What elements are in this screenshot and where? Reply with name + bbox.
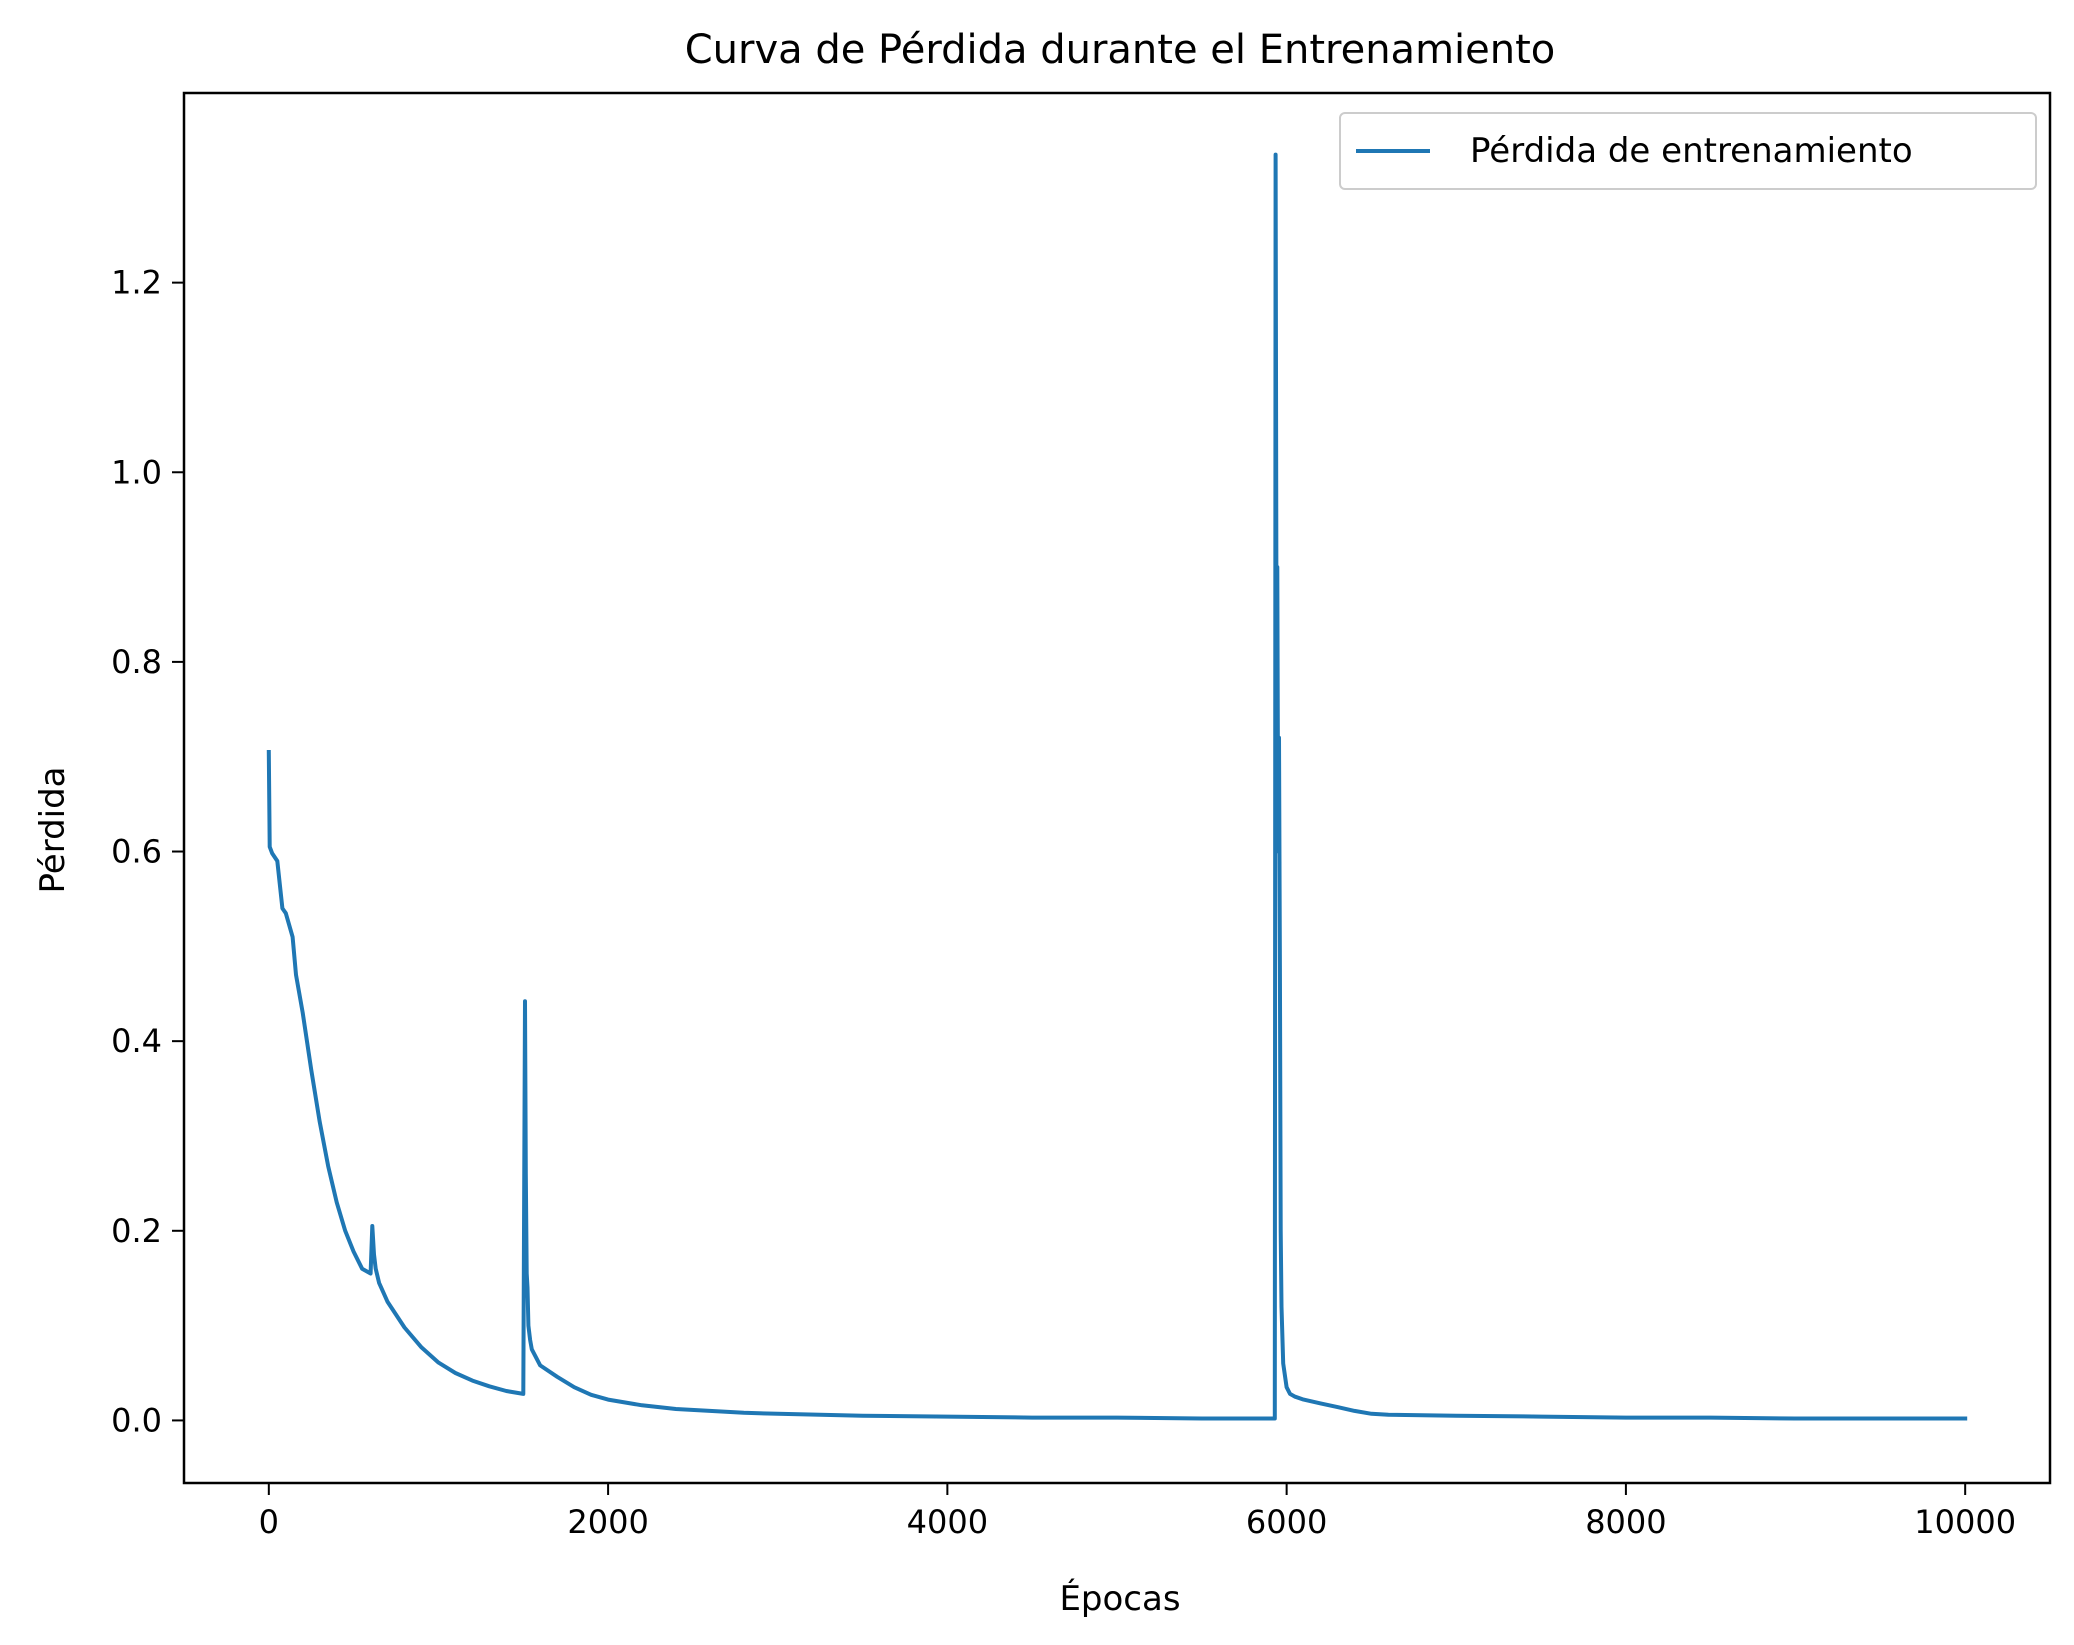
y-tick-label: 0.8 [111,643,162,681]
y-tick-label: 0.2 [111,1212,162,1250]
x-axis-label: Épocas [1059,1578,1180,1619]
y-tick-label: 0.4 [111,1022,162,1060]
x-tick-label: 4000 [907,1503,988,1541]
x-tick-label: 2000 [567,1503,648,1541]
y-axis-ticks: 0.0 0.2 0.4 0.6 0.8 1.0 1.2 [111,264,184,1439]
plot-area [182,91,2052,1485]
y-axis-label: Pérdida [33,766,73,893]
plot-frame [182,91,2052,1485]
x-tick-label: 6000 [1246,1503,1327,1541]
y-tick-label: 1.2 [111,264,162,302]
y-tick-label: 0.0 [111,1401,162,1439]
x-tick-label: 0 [259,1503,279,1541]
legend-label: Pérdida de entrenamiento [1470,131,1913,171]
y-tick-label: 1.0 [111,453,162,491]
series-layer [266,152,1968,1421]
x-axis-ticks: 0 2000 4000 6000 8000 10000 [259,1483,2016,1541]
legend: Pérdida de entrenamiento [1339,112,2037,190]
chart-title: Curva de Pérdida durante el Entrenamient… [685,27,1556,73]
x-tick-label: 10000 [1914,1503,2016,1541]
series-line [266,152,1968,1421]
y-tick-label: 0.6 [111,833,162,871]
legend-box [1339,112,2037,190]
x-tick-label: 8000 [1585,1503,1666,1541]
